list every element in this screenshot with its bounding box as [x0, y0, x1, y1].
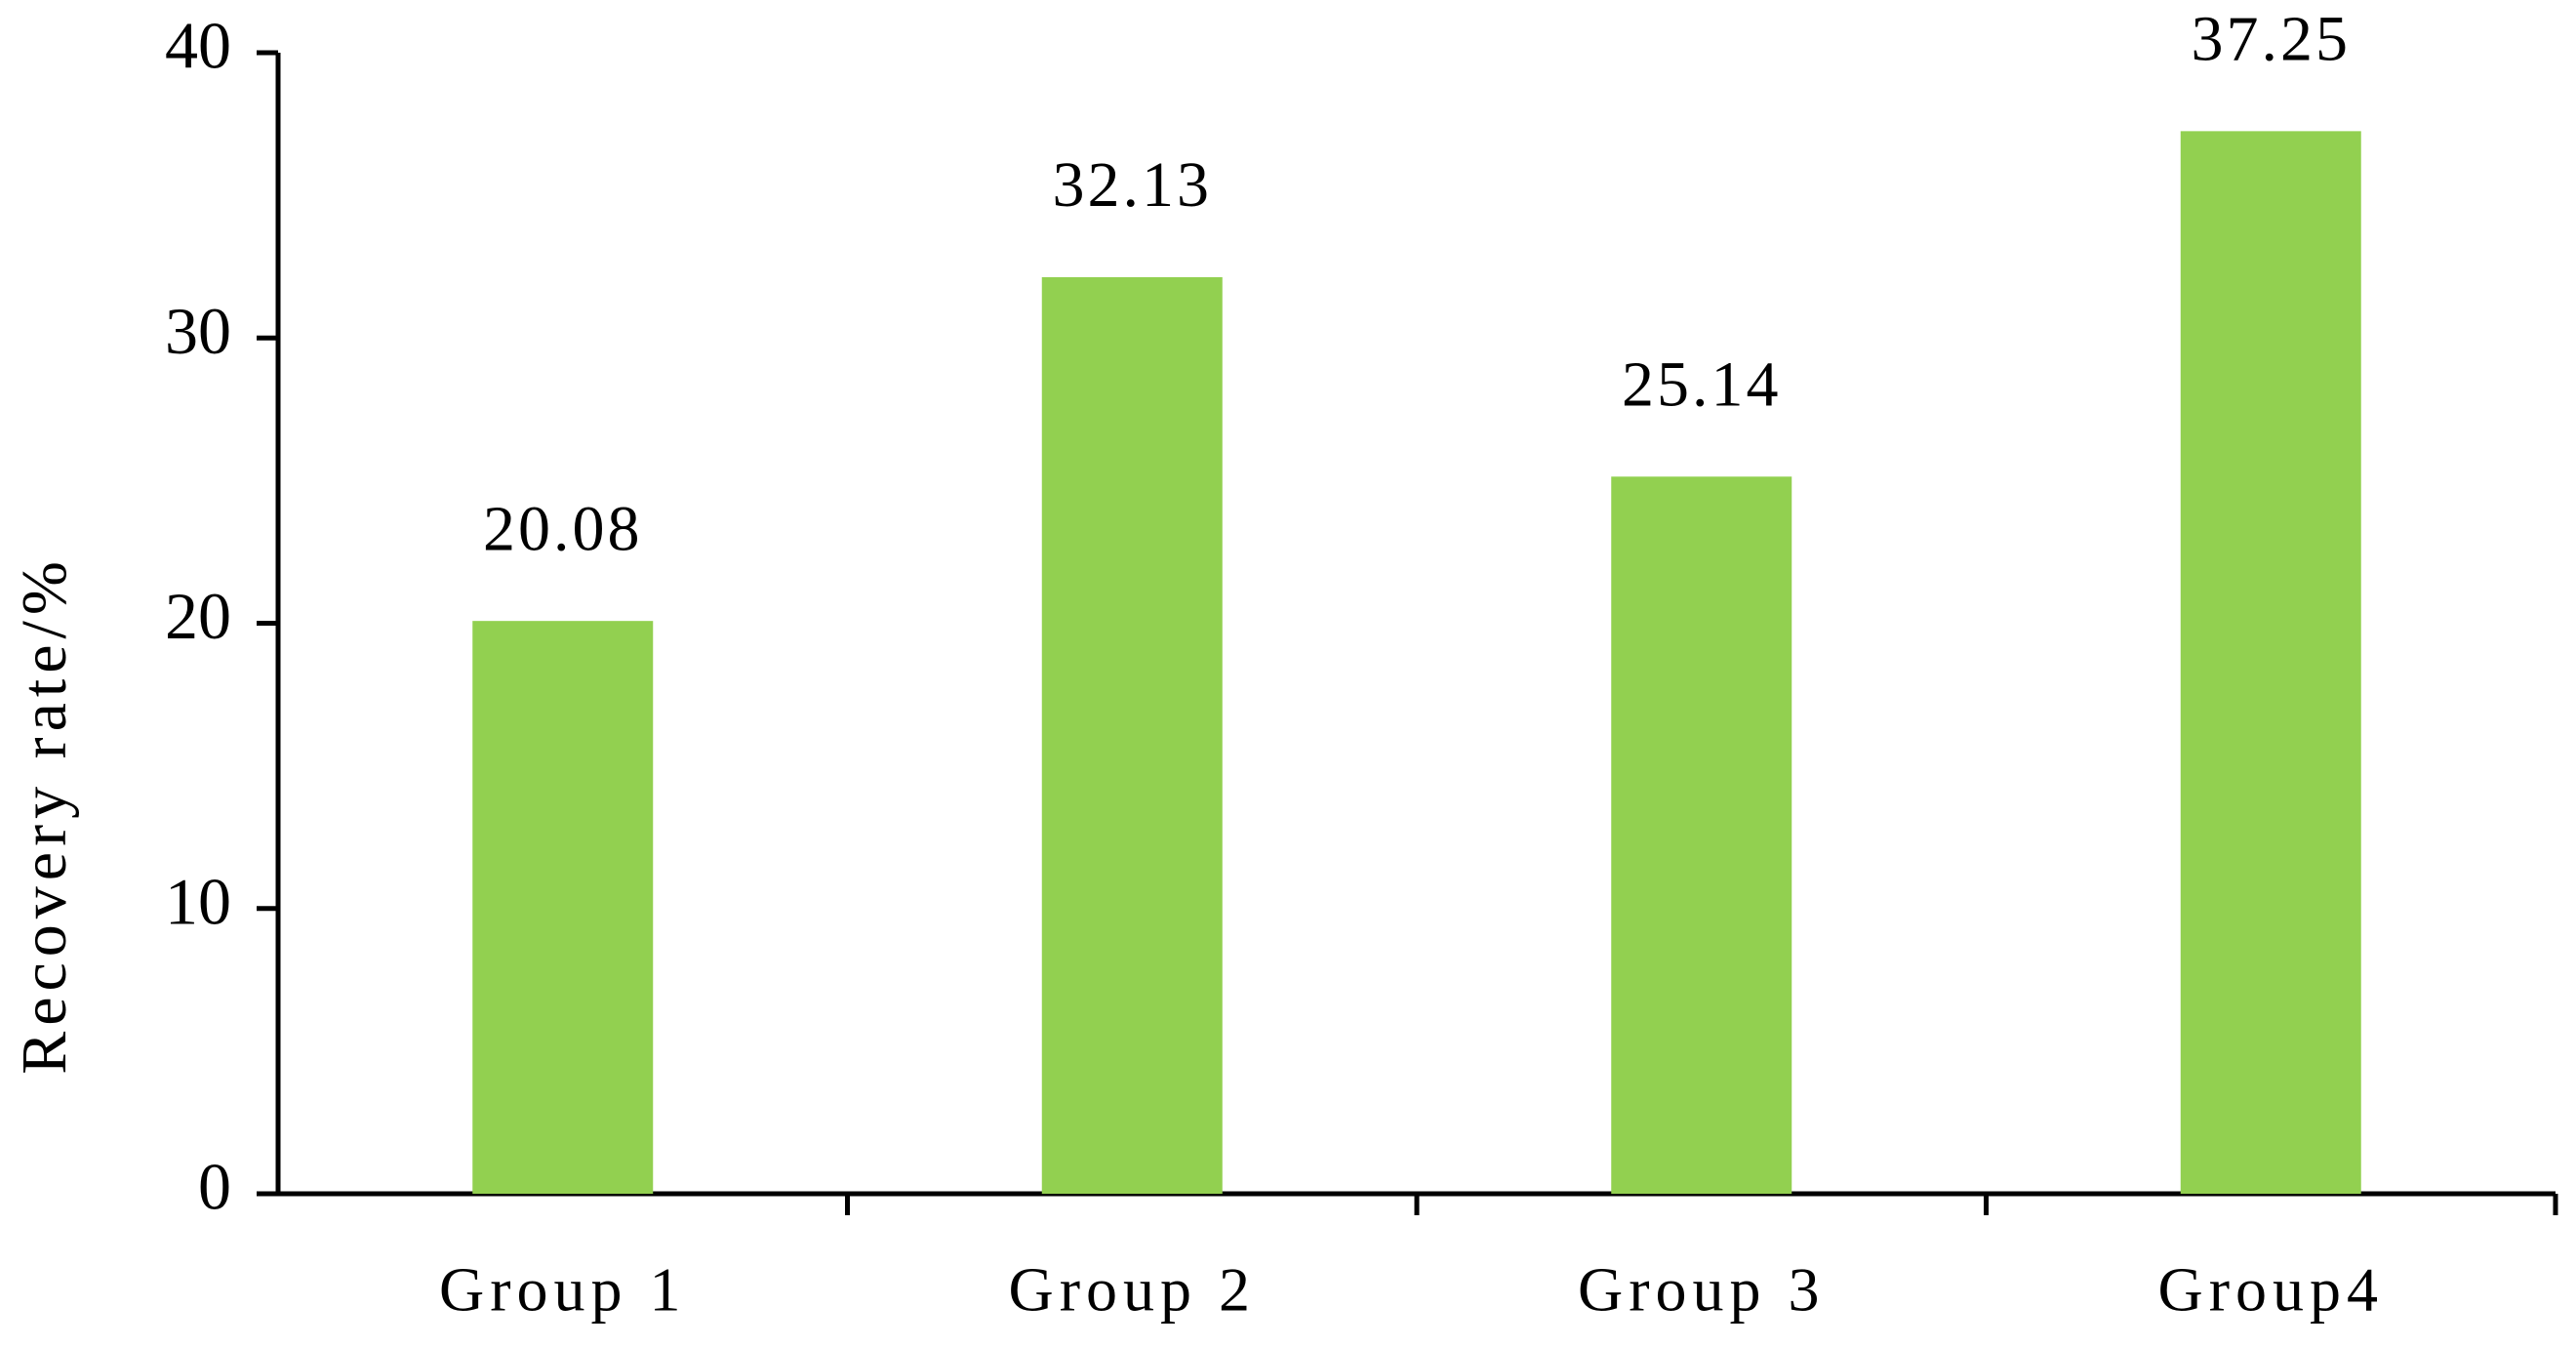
bar	[2180, 131, 2361, 1194]
y-tick-label: 10	[165, 864, 231, 938]
value-label: 37.25	[2192, 4, 2352, 75]
x-tick-label: Group 3	[1578, 1255, 1826, 1325]
y-tick-label: 0	[198, 1150, 231, 1224]
bar	[472, 621, 654, 1194]
x-tick-label: Group 1	[439, 1255, 687, 1325]
y-tick-label: 20	[165, 579, 231, 653]
y-tick-label: 40	[165, 9, 231, 83]
y-tick-label: 30	[165, 294, 231, 368]
x-tick-label: Group 2	[1008, 1255, 1256, 1325]
bar	[1041, 277, 1223, 1195]
y-axis-label: Recovery rate/%	[9, 555, 80, 1075]
bar	[1611, 476, 1792, 1194]
value-label: 32.13	[1053, 149, 1213, 221]
x-tick-label: Group4	[2157, 1255, 2384, 1325]
value-label: 25.14	[1622, 348, 1782, 420]
value-label: 20.08	[483, 493, 643, 564]
